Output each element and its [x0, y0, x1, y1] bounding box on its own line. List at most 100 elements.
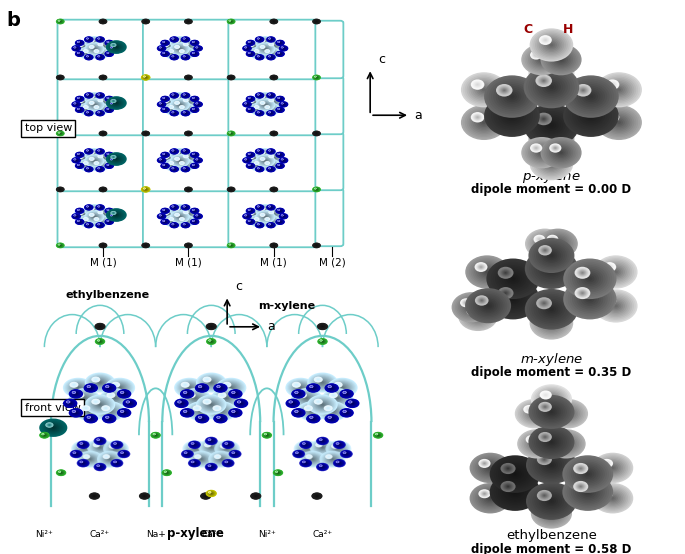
Circle shape — [176, 48, 193, 59]
Circle shape — [161, 208, 169, 214]
Circle shape — [257, 94, 262, 97]
Circle shape — [501, 270, 524, 288]
Circle shape — [202, 494, 210, 499]
Circle shape — [247, 52, 253, 56]
Circle shape — [92, 217, 106, 225]
Circle shape — [216, 455, 219, 458]
Circle shape — [95, 153, 112, 164]
Circle shape — [271, 244, 276, 247]
Circle shape — [186, 244, 191, 247]
Circle shape — [198, 457, 205, 461]
Circle shape — [532, 148, 571, 179]
Circle shape — [60, 471, 63, 474]
Circle shape — [596, 257, 636, 287]
Circle shape — [543, 316, 548, 320]
Circle shape — [58, 20, 63, 23]
Circle shape — [279, 53, 281, 54]
Circle shape — [122, 392, 127, 396]
Circle shape — [297, 392, 317, 405]
Circle shape — [229, 76, 233, 79]
Circle shape — [158, 46, 166, 51]
Circle shape — [78, 452, 102, 467]
Circle shape — [258, 150, 273, 160]
Circle shape — [110, 440, 123, 449]
Circle shape — [107, 153, 109, 155]
Circle shape — [112, 212, 114, 214]
Circle shape — [108, 210, 124, 220]
Circle shape — [111, 215, 115, 218]
Text: m-xylene: m-xylene — [258, 301, 315, 311]
Circle shape — [168, 158, 170, 160]
Circle shape — [161, 216, 162, 217]
Circle shape — [88, 150, 101, 159]
Circle shape — [182, 111, 189, 115]
Circle shape — [236, 400, 247, 407]
Circle shape — [265, 208, 283, 220]
Circle shape — [92, 216, 96, 218]
Circle shape — [190, 96, 199, 102]
Circle shape — [163, 153, 167, 156]
Circle shape — [249, 212, 253, 214]
Circle shape — [504, 466, 526, 482]
Circle shape — [538, 35, 564, 55]
Circle shape — [281, 47, 284, 48]
Circle shape — [183, 55, 186, 57]
Circle shape — [179, 402, 184, 404]
Circle shape — [336, 383, 340, 386]
Circle shape — [329, 409, 335, 413]
Circle shape — [182, 149, 189, 153]
Circle shape — [289, 401, 297, 406]
Circle shape — [121, 411, 128, 416]
Circle shape — [263, 47, 268, 50]
Circle shape — [77, 209, 83, 213]
Circle shape — [112, 156, 114, 158]
Circle shape — [97, 154, 110, 163]
Circle shape — [312, 440, 334, 455]
Circle shape — [87, 386, 90, 388]
Circle shape — [86, 55, 92, 59]
Circle shape — [476, 458, 504, 478]
Circle shape — [336, 443, 339, 444]
Circle shape — [162, 152, 169, 157]
Circle shape — [170, 223, 178, 228]
Circle shape — [65, 400, 75, 407]
Circle shape — [477, 117, 478, 118]
Circle shape — [256, 205, 264, 210]
Circle shape — [260, 207, 271, 214]
Circle shape — [98, 94, 99, 95]
Circle shape — [110, 394, 112, 396]
Circle shape — [94, 104, 95, 105]
Circle shape — [89, 493, 99, 499]
Circle shape — [266, 434, 269, 436]
Circle shape — [269, 211, 273, 213]
Circle shape — [183, 38, 188, 42]
Circle shape — [248, 41, 253, 45]
Circle shape — [178, 49, 191, 58]
Circle shape — [603, 296, 629, 316]
Circle shape — [185, 57, 186, 58]
Circle shape — [171, 211, 188, 222]
Circle shape — [271, 244, 277, 247]
Circle shape — [309, 385, 314, 388]
Circle shape — [143, 132, 148, 135]
Circle shape — [144, 76, 145, 77]
Circle shape — [608, 265, 612, 269]
Circle shape — [260, 101, 266, 105]
Circle shape — [538, 239, 551, 249]
Circle shape — [530, 28, 573, 61]
Circle shape — [114, 384, 116, 386]
Circle shape — [185, 75, 192, 80]
Circle shape — [536, 114, 551, 125]
Circle shape — [210, 440, 213, 442]
Circle shape — [206, 401, 236, 421]
Circle shape — [204, 443, 212, 448]
Circle shape — [470, 483, 511, 514]
Circle shape — [165, 45, 172, 49]
Circle shape — [540, 78, 548, 84]
Circle shape — [151, 432, 161, 439]
Circle shape — [321, 452, 345, 467]
Circle shape — [75, 163, 84, 169]
Circle shape — [112, 156, 121, 162]
Circle shape — [248, 42, 250, 43]
Circle shape — [377, 434, 379, 436]
